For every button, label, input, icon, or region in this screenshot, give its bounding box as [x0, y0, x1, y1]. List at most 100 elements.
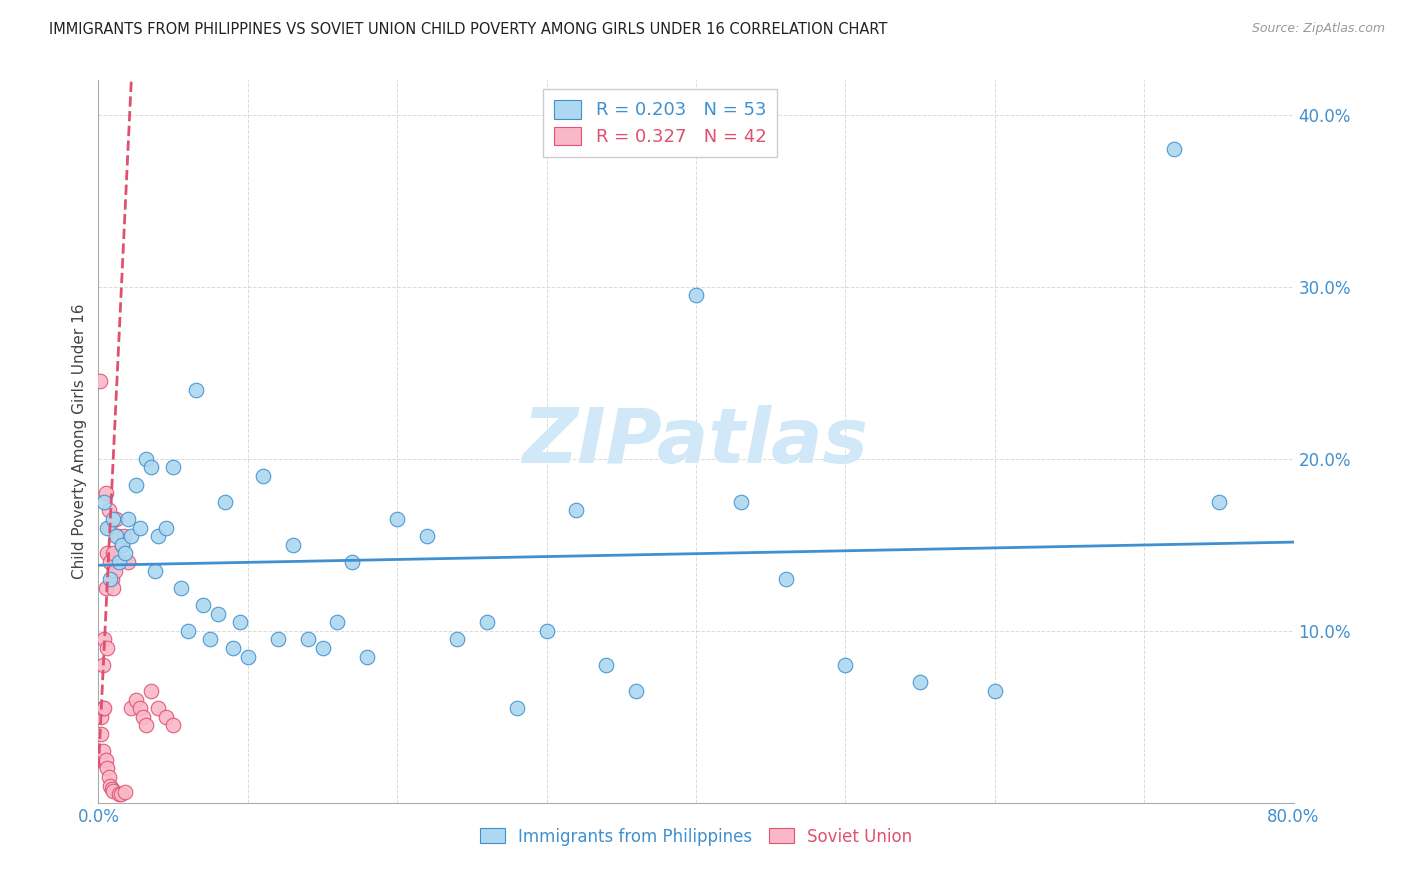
Point [326, 615, 349, 630]
Point [91, 658, 114, 673]
Legend: Immigrants from Philippines, Soviet Union: Immigrants from Philippines, Soviet Unio… [472, 821, 920, 852]
Point [107, 529, 129, 543]
Point [111, 538, 134, 552]
Point [110, 787, 132, 801]
Point [132, 710, 155, 724]
Y-axis label: Child Poverty Among Girls Under 16: Child Poverty Among Girls Under 16 [72, 304, 87, 579]
Point [139, 460, 162, 475]
Point [177, 624, 200, 638]
Point [129, 520, 152, 534]
Point [148, 529, 170, 543]
Point [111, 538, 134, 552]
Point [98, 572, 122, 586]
Point [103, 581, 125, 595]
Point [125, 477, 148, 491]
Point [90, 727, 112, 741]
Point [236, 649, 259, 664]
Point [117, 555, 139, 569]
Point [162, 460, 184, 475]
Point [252, 469, 274, 483]
Point [96, 546, 118, 560]
Point [281, 538, 304, 552]
Point [96, 761, 118, 775]
Point [97, 520, 120, 534]
Point [1208, 494, 1230, 508]
Point [148, 701, 170, 715]
Point [135, 718, 157, 732]
Point [775, 572, 797, 586]
Point [342, 555, 364, 569]
Point [105, 529, 128, 543]
Point [98, 555, 122, 569]
Point [105, 512, 128, 526]
Point [90, 710, 112, 724]
Point [94, 753, 117, 767]
Point [112, 529, 135, 543]
Point [311, 640, 333, 655]
Point [97, 503, 120, 517]
Point [139, 684, 162, 698]
Point [356, 649, 378, 664]
Point [120, 529, 142, 543]
Point [446, 632, 468, 647]
Point [297, 632, 319, 647]
Point [93, 632, 115, 647]
Point [416, 529, 439, 543]
Point [98, 779, 122, 793]
Point [114, 546, 136, 560]
Text: ZIPatlas: ZIPatlas [523, 405, 869, 478]
Point [135, 451, 157, 466]
Point [155, 710, 177, 724]
Point [108, 787, 131, 801]
Point [169, 581, 191, 595]
Point [229, 615, 252, 630]
Point [104, 564, 127, 578]
Point [103, 512, 125, 526]
Point [385, 512, 409, 526]
Point [536, 624, 558, 638]
Point [93, 701, 115, 715]
Point [96, 520, 118, 534]
Point [143, 564, 166, 578]
Point [94, 581, 117, 595]
Point [103, 784, 125, 798]
Point [506, 701, 529, 715]
Point [207, 607, 229, 621]
Point [125, 692, 148, 706]
Point [184, 383, 207, 397]
Point [129, 701, 152, 715]
Point [595, 658, 617, 673]
Point [94, 486, 117, 500]
Point [101, 572, 124, 586]
Point [117, 512, 139, 526]
Point [191, 598, 214, 612]
Point [730, 494, 752, 508]
Point [97, 770, 120, 784]
Point [96, 640, 118, 655]
Point [162, 718, 184, 732]
Point [89, 375, 111, 389]
Point [267, 632, 290, 647]
Point [475, 615, 498, 630]
Point [103, 546, 125, 560]
Point [834, 658, 856, 673]
Text: IMMIGRANTS FROM PHILIPPINES VS SOVIET UNION CHILD POVERTY AMONG GIRLS UNDER 16 C: IMMIGRANTS FROM PHILIPPINES VS SOVIET UN… [49, 22, 887, 37]
Point [214, 494, 236, 508]
Point [1163, 142, 1185, 156]
Point [685, 288, 707, 302]
Point [108, 555, 131, 569]
Point [200, 632, 222, 647]
Point [114, 785, 136, 799]
Point [155, 520, 177, 534]
Point [984, 684, 1007, 698]
Point [120, 701, 142, 715]
Point [93, 494, 115, 508]
Point [565, 503, 588, 517]
Text: Source: ZipAtlas.com: Source: ZipAtlas.com [1251, 22, 1385, 36]
Point [626, 684, 648, 698]
Point [908, 675, 931, 690]
Point [101, 782, 124, 797]
Point [91, 701, 114, 715]
Point [91, 744, 114, 758]
Point [222, 640, 245, 655]
